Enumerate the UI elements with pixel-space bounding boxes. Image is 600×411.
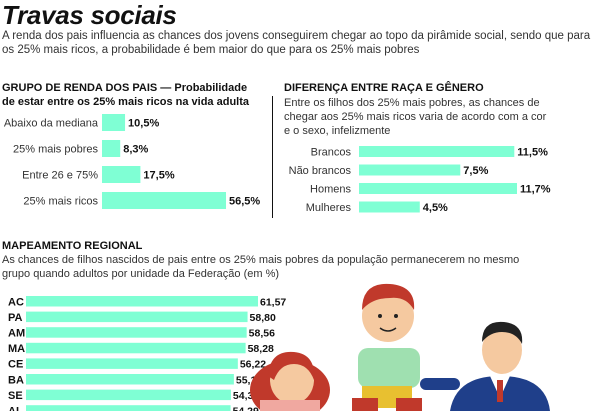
category-label: AL (8, 405, 23, 411)
bar (26, 374, 234, 385)
value-label: 61,57 (260, 296, 286, 308)
race-section-title: DIFERENÇA ENTRE RAÇA E GÊNERO (284, 82, 484, 94)
category-label: AM (8, 327, 25, 339)
category-label: PA (8, 312, 23, 324)
category-label: 25% mais pobres (13, 144, 98, 156)
bar (26, 342, 246, 354)
bar (26, 389, 231, 401)
bar (359, 183, 517, 194)
income-section-title-line2: de estar entre os 25% mais ricos na vida… (2, 96, 249, 108)
value-label: 8,3% (123, 144, 148, 156)
bar (26, 311, 248, 323)
income-bar-chart: Abaixo da mediana 10,5% 25% mais pobres 8,3… (4, 114, 260, 209)
man-figure (420, 321, 550, 411)
section-divider (272, 96, 273, 218)
category-label: SE (8, 390, 23, 402)
category-label: Homens (310, 184, 351, 196)
regional-section-desc-line2: grupo quando adultos por unidade da Fede… (2, 268, 280, 280)
category-label: CE (8, 359, 23, 371)
regional-section-title: MAPEAMENTO REGIONAL (2, 240, 143, 252)
bar (359, 201, 420, 213)
bar (26, 405, 231, 411)
category-label: 25% mais ricos (23, 196, 98, 208)
bar (102, 166, 141, 183)
value-label: 17,5% (143, 170, 174, 182)
value-label: 11,7% (520, 184, 551, 196)
value-label: 58,56 (249, 327, 275, 339)
category-label: AC (8, 296, 24, 308)
value-label: 10,5% (128, 118, 159, 130)
regional-section-desc-line1: As chances de filhos nascidos de pais en… (2, 254, 520, 266)
bar (102, 192, 226, 209)
value-label: 54,29 (233, 405, 259, 411)
bar (359, 164, 461, 176)
category-label: MA (8, 343, 25, 355)
child-figure (352, 283, 422, 411)
bar (26, 327, 247, 338)
race-gender-bar-chart: Brancos 11,5% Não brancos 7,5% Homens 11,7% Mu… (289, 146, 551, 214)
race-section-desc-line1: Entre os filhos dos 25% mais pobres, as … (284, 97, 540, 109)
value-label: 11,5% (517, 147, 548, 159)
category-label: Não brancos (289, 165, 352, 177)
family-illustration (250, 283, 550, 411)
category-label: Abaixo da mediana (4, 118, 99, 130)
page-title: Travas sociais (2, 0, 177, 30)
bar (102, 140, 121, 157)
value-label: 7,5% (463, 165, 488, 177)
bar (359, 146, 515, 157)
value-label: 56,5% (229, 196, 260, 208)
page-subtitle: A renda dos pais influencia as chances d… (2, 30, 591, 56)
bar (26, 358, 238, 369)
value-label: 4,5% (423, 202, 448, 214)
value-label: 56,22 (240, 359, 266, 371)
category-label: Mulheres (306, 202, 352, 214)
value-label: 58,28 (248, 343, 274, 355)
bar (102, 114, 126, 131)
category-label: BA (8, 374, 24, 386)
bar (26, 296, 258, 307)
value-label: 58,80 (250, 312, 276, 324)
category-label: Entre 26 e 75% (22, 170, 98, 182)
race-section-desc-line3: e o sexo, infelizmente (284, 125, 391, 137)
woman-figure (250, 351, 330, 411)
income-section-title-line1: GRUPO DE RENDA DOS PAIS — Probabilidade (2, 82, 248, 94)
race-section-desc-line2: chegar aos 25% mais ricos varia de acord… (284, 111, 547, 123)
category-label: Brancos (311, 147, 352, 159)
